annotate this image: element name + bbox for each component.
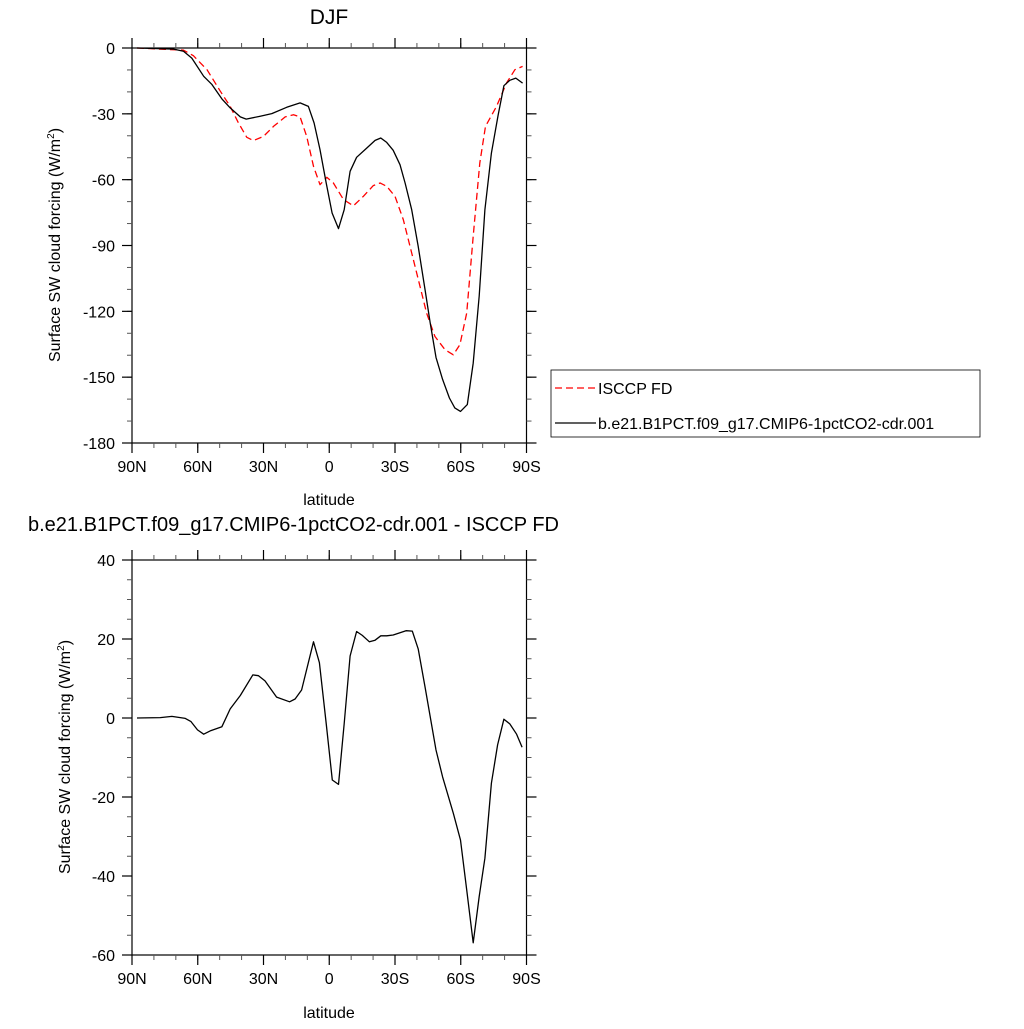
y-tick-label: -120 — [83, 304, 115, 321]
x-axis-label-top: latitude — [303, 492, 355, 509]
chart-title-bottom: b.e21.B1PCT.f09_g17.CMIP6-1pctCO2-cdr.00… — [28, 514, 559, 536]
x-tick-label: 30S — [381, 459, 409, 476]
x-tick-label: 60S — [447, 971, 475, 988]
y-tick-label: -60 — [92, 173, 115, 190]
x-tick-label: 0 — [325, 971, 334, 988]
y-tick-label: 40 — [97, 553, 115, 570]
y-tick-label: -90 — [92, 239, 115, 256]
x-tick-label: 30N — [249, 459, 278, 476]
y-tick-label: -20 — [92, 790, 115, 807]
legend: ISCCP FD b.e21.B1PCT.f09_g17.CMIP6-1pctC… — [550, 369, 981, 438]
y-tick-label: 20 — [97, 632, 115, 649]
y-tick-label: -150 — [83, 370, 115, 387]
plot-frame — [131, 47, 528, 444]
y-tick-label: -30 — [92, 107, 115, 124]
x-tick-label: 90N — [117, 971, 146, 988]
x-tick-label: 60S — [447, 459, 475, 476]
y-axis-label-bottom: Surface SW cloud forcing (W/m2) — [56, 640, 74, 874]
plot-bottom: 90N 60N 30N 0 30S 60S 90S 40 20 0 -20 -40 -60 — [92, 550, 541, 988]
y-tick-label: -60 — [92, 948, 115, 965]
x-tick-label: 60N — [183, 971, 212, 988]
series-line-model — [136, 630, 523, 944]
y-axis-label-top: Surface SW cloud forcing (W/m2) — [46, 128, 64, 362]
x-tick-label: 30N — [249, 971, 278, 988]
series-line-isccp — [136, 47, 523, 356]
x-tick-label: 90S — [512, 971, 540, 988]
chart-title-top: DJF — [310, 6, 349, 29]
y-tick-label: 0 — [106, 41, 115, 58]
legend-label-isccp: ISCCP FD — [598, 381, 672, 398]
x-axis-label-bottom: latitude — [303, 1005, 355, 1022]
y-tick-label: 0 — [106, 711, 115, 728]
plot-top: 90N 60N 30N 0 30S 60S 90S 0 -30 -60 -90 -120 -150 -18… — [83, 38, 541, 476]
x-tick-label: 0 — [325, 459, 334, 476]
y-tick-label: -40 — [92, 869, 115, 886]
x-tick-label: 90S — [512, 459, 540, 476]
series-line-model — [136, 47, 523, 413]
legend-box — [550, 369, 981, 438]
y-tick-label: -180 — [83, 436, 115, 453]
x-tick-label: 30S — [381, 971, 409, 988]
x-tick-label: 90N — [117, 459, 146, 476]
legend-label-model: b.e21.B1PCT.f09_g17.CMIP6-1pctCO2-cdr.00… — [598, 416, 934, 433]
x-tick-label: 60N — [183, 459, 212, 476]
